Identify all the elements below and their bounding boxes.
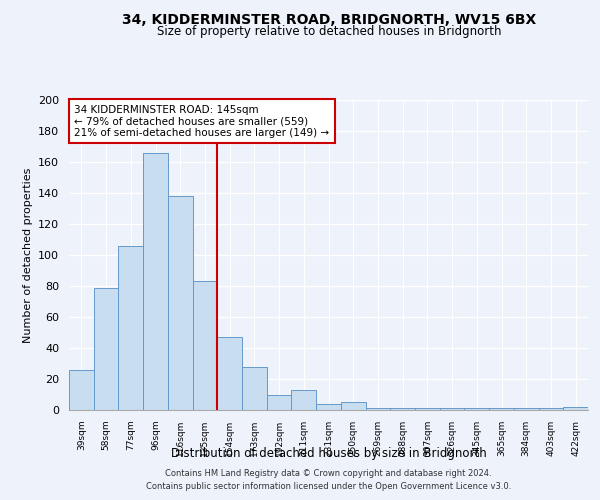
Bar (69, 370, 94, 410)
Bar (464, 408, 489, 410)
Bar (193, 282, 217, 410)
Bar (390, 408, 415, 410)
Text: Contains HM Land Registry data © Crown copyright and database right 2024.
Contai: Contains HM Land Registry data © Crown c… (146, 470, 511, 491)
Bar (440, 408, 464, 410)
Bar (365, 408, 390, 410)
Bar (267, 394, 292, 410)
Text: 34, KIDDERMINSTER ROAD, BRIDGNORTH, WV15 6BX: 34, KIDDERMINSTER ROAD, BRIDGNORTH, WV15… (122, 12, 536, 26)
Bar (316, 404, 341, 410)
Bar (242, 366, 267, 410)
Bar (489, 408, 514, 410)
Bar (514, 408, 539, 410)
Text: Size of property relative to detached houses in Bridgnorth: Size of property relative to detached ho… (157, 25, 501, 38)
Text: 34 KIDDERMINSTER ROAD: 145sqm
← 79% of detached houses are smaller (559)
21% of : 34 KIDDERMINSTER ROAD: 145sqm ← 79% of d… (74, 104, 329, 138)
Bar (168, 196, 193, 410)
Y-axis label: Number of detached properties: Number of detached properties (23, 168, 32, 342)
Bar (415, 408, 440, 410)
Bar (539, 408, 563, 410)
Text: Distribution of detached houses by size in Bridgnorth: Distribution of detached houses by size … (171, 448, 487, 460)
Bar (563, 407, 588, 410)
Bar (292, 390, 316, 410)
Bar (217, 337, 242, 410)
Bar (143, 152, 168, 410)
Bar (118, 246, 143, 410)
Bar (94, 288, 118, 410)
Bar (341, 402, 365, 410)
